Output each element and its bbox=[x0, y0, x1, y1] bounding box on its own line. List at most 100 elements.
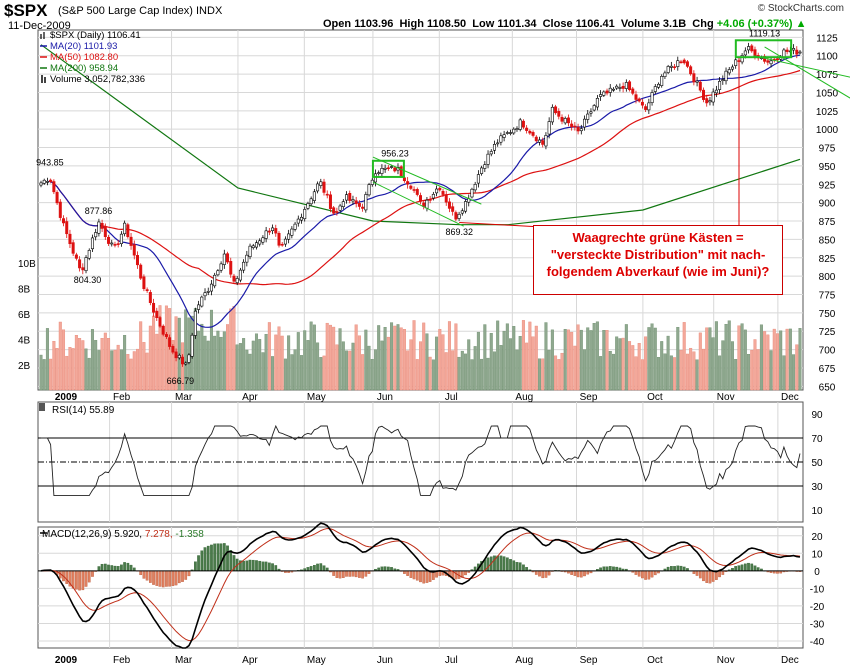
candle-body bbox=[312, 191, 316, 201]
volume-bar bbox=[293, 349, 297, 391]
volume-bar bbox=[676, 326, 680, 391]
macd-hist-bar bbox=[206, 545, 210, 571]
volume-bar bbox=[544, 322, 548, 391]
candle-body bbox=[152, 302, 156, 313]
volume-bar bbox=[364, 329, 368, 391]
candle-body bbox=[673, 66, 677, 69]
candle-body bbox=[303, 209, 307, 220]
macd-hist-bar bbox=[174, 570, 178, 586]
candle-body bbox=[740, 55, 744, 63]
volume-bar bbox=[753, 339, 757, 391]
macd-hist-bar bbox=[152, 570, 155, 585]
volume-bar bbox=[576, 324, 580, 391]
macd-hist-bar bbox=[113, 565, 117, 571]
candle-body bbox=[509, 132, 513, 134]
x-tick-label: 2009 bbox=[55, 392, 78, 403]
volume-bar bbox=[322, 355, 326, 391]
candle-body bbox=[58, 201, 62, 218]
candle-body bbox=[283, 238, 287, 245]
macd-hist-bar bbox=[187, 570, 191, 577]
macd-hist-bar bbox=[91, 570, 94, 577]
volume-bar bbox=[145, 352, 149, 391]
candle-body bbox=[595, 98, 599, 108]
volume-bar bbox=[39, 354, 43, 391]
candle-body bbox=[177, 354, 181, 359]
candle-body bbox=[560, 116, 564, 122]
candle-body bbox=[158, 317, 162, 327]
candle-body bbox=[390, 166, 394, 168]
volume-bar bbox=[483, 324, 487, 391]
macd-hist-bar bbox=[361, 570, 364, 579]
macd-hist-bar bbox=[666, 566, 670, 571]
macd-hist-bar bbox=[110, 565, 114, 571]
volume-bar bbox=[213, 335, 217, 391]
candle-body bbox=[492, 144, 496, 151]
volume-bar bbox=[383, 327, 387, 391]
volume-bar bbox=[65, 355, 69, 391]
volume-bar bbox=[611, 353, 615, 391]
macd-hist-bar bbox=[522, 564, 525, 571]
candle-body bbox=[541, 140, 545, 145]
volume-legend-icon bbox=[44, 77, 46, 83]
candle-body bbox=[251, 245, 255, 248]
volume-bar bbox=[373, 349, 377, 391]
candle-body bbox=[296, 218, 300, 224]
macd-hist-bar bbox=[386, 566, 390, 571]
candle-body bbox=[718, 81, 722, 90]
macd-hist-bar bbox=[200, 550, 204, 571]
candle-body bbox=[431, 193, 435, 199]
macd-hist-bar bbox=[306, 567, 310, 571]
candle-body bbox=[486, 153, 490, 165]
candle-body bbox=[441, 191, 445, 195]
candle-body bbox=[351, 199, 355, 202]
volume-bar bbox=[126, 354, 130, 391]
volume-bar bbox=[74, 335, 78, 391]
macd-hist-bar bbox=[364, 570, 368, 577]
volume-bar bbox=[460, 350, 464, 391]
macd-hist-bar bbox=[608, 566, 612, 571]
rsi-tick-label: 90 bbox=[811, 410, 823, 421]
volume-bar bbox=[435, 336, 439, 391]
volume-bar bbox=[441, 334, 445, 391]
volume-bar bbox=[348, 350, 352, 391]
x-tick-label-bottom: Oct bbox=[647, 655, 663, 666]
candle-body bbox=[406, 181, 410, 185]
candle-body bbox=[129, 236, 133, 246]
high-value: 1108.50 bbox=[426, 18, 467, 30]
candle-body bbox=[222, 253, 226, 265]
volume-bar bbox=[473, 346, 477, 391]
volume-bar bbox=[229, 308, 233, 391]
legend-entry: MA(50) 1082.80 bbox=[50, 52, 118, 63]
macd-hist-bar bbox=[698, 570, 702, 579]
macd-hist-bar bbox=[213, 543, 217, 571]
volume-bar bbox=[49, 358, 53, 391]
volume-bar bbox=[87, 357, 91, 391]
ma50-line bbox=[50, 69, 801, 286]
volume-bar bbox=[573, 345, 577, 391]
macd-hist-bar bbox=[316, 563, 319, 571]
volume-bar bbox=[197, 330, 201, 391]
volume-bar bbox=[238, 343, 242, 391]
channel-line bbox=[764, 46, 850, 99]
volume-bar bbox=[747, 354, 751, 391]
macd-hist-bar bbox=[264, 561, 268, 571]
candle-body bbox=[190, 334, 194, 357]
candle-body bbox=[258, 240, 262, 245]
volume-bar bbox=[502, 330, 506, 391]
candle-body bbox=[563, 118, 567, 124]
volume-tick-label: 8B bbox=[18, 285, 31, 296]
price-tick-label: 675 bbox=[819, 364, 836, 375]
volume-bar bbox=[300, 355, 304, 391]
volume-bar bbox=[209, 309, 213, 391]
macd-hist-bar bbox=[756, 567, 760, 571]
candle-body bbox=[792, 48, 796, 51]
macd-hist-bar bbox=[544, 570, 548, 578]
candle-body bbox=[653, 86, 657, 92]
macd-hist-bar bbox=[425, 570, 429, 583]
volume-bar bbox=[528, 321, 532, 391]
volume-bar bbox=[290, 354, 294, 391]
candle-body bbox=[512, 128, 516, 134]
macd-hist-bar bbox=[750, 563, 754, 571]
candle-body bbox=[145, 289, 149, 292]
